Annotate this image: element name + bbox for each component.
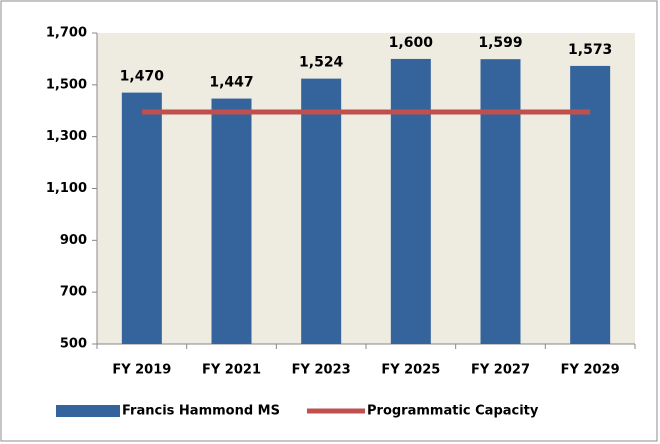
x-tick-label: FY 2019 [112,363,171,378]
data-label: 1,599 [478,35,522,51]
bar [121,92,162,344]
x-tick-label: FY 2023 [292,363,351,378]
data-label: 1,573 [568,42,612,58]
y-tick-label: 1,300 [46,129,87,144]
y-tick-label: 1,500 [46,77,87,92]
legend-label: Programmatic Capacity [367,404,539,419]
bar [211,98,252,344]
y-tick-label: 900 [60,233,87,248]
data-label: 1,524 [299,55,344,71]
legend-swatch [56,405,120,417]
bar [570,65,611,344]
x-tick-label: FY 2025 [381,363,440,378]
y-tick-label: 1,100 [46,181,87,196]
bar [480,59,521,344]
y-tick-label: 500 [60,337,87,352]
data-label: 1,600 [389,35,434,51]
x-tick-label: FY 2027 [471,363,530,378]
y-tick-label: 1,700 [46,26,87,41]
plot-area [97,33,635,344]
data-label: 1,447 [209,75,253,91]
legend-label: Francis Hammond MS [122,404,280,419]
y-tick-label: 700 [60,285,87,300]
bar [390,58,431,345]
x-tick-label: FY 2029 [561,363,620,378]
data-label: 1,470 [120,69,165,85]
x-tick-label: FY 2021 [202,363,261,378]
bar [301,78,342,344]
